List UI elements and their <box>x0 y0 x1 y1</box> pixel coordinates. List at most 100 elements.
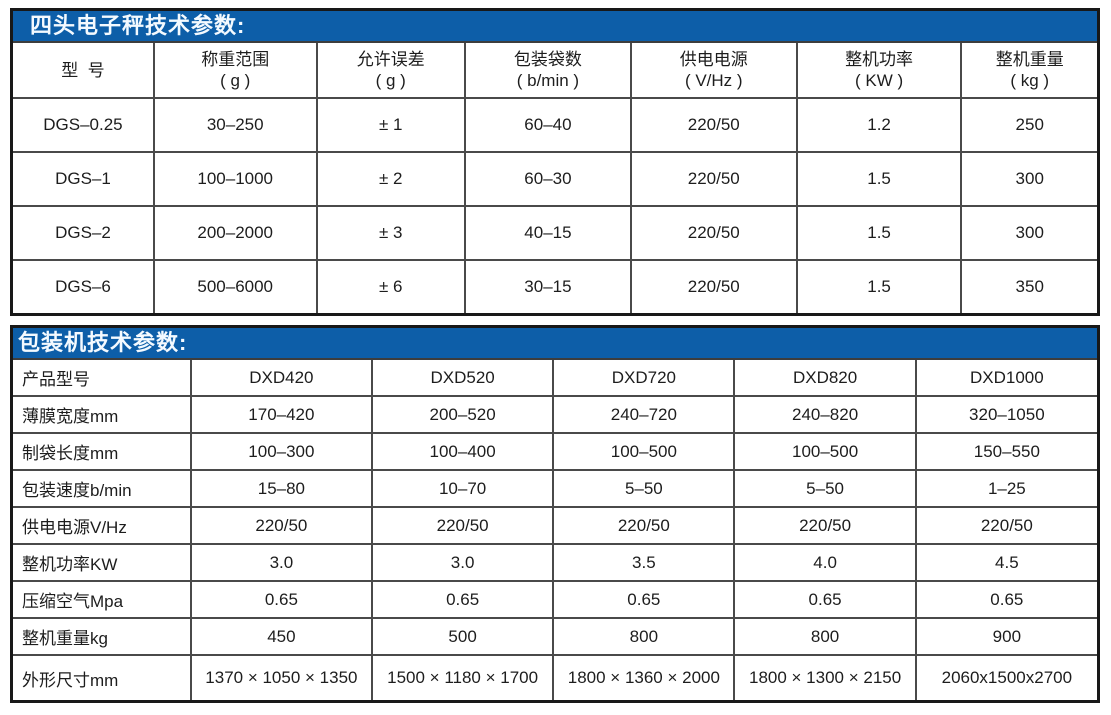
scale-spec-panel: 四头电子秤技术参数: 型 号 称重范围 ( g ) 允许误差 ( g ) 包装袋数 ( b/… <box>10 8 1100 316</box>
row-label-cell: 包装速度b/min <box>12 469 192 508</box>
column-header: 整机功率 ( KW ) <box>795 42 963 99</box>
value-cell: 0.65 <box>370 580 555 619</box>
value-cell: 220/50 <box>370 506 555 545</box>
value-cell: 100–1000 <box>152 151 318 207</box>
value-cell: DXD420 <box>189 359 374 397</box>
column-header-unit: ( V/Hz ) <box>684 71 743 90</box>
value-cell: 1500 × 1180 × 1700 <box>370 654 555 701</box>
column-header: 允许误差 ( g ) <box>315 42 466 99</box>
packer-spec-table: 产品型号 DXD420 DXD520 DXD720 DXD820 DXD1000 薄膜宽度m… <box>12 359 1099 701</box>
table-row: 薄膜宽度mm 170–420 200–520 240–720 240–820 320–10… <box>12 395 1099 434</box>
value-cell: 2060x1500x2700 <box>914 654 1099 701</box>
value-cell: 3.0 <box>189 543 374 582</box>
value-cell: 900 <box>914 617 1099 656</box>
value-cell: 100–500 <box>733 432 917 471</box>
value-cell: 100–300 <box>189 432 374 471</box>
value-cell: 220/50 <box>629 97 798 153</box>
value-cell: 1370 × 1050 × 1350 <box>189 654 374 701</box>
value-cell: 240–720 <box>552 395 736 434</box>
value-cell: 4.5 <box>914 543 1099 582</box>
column-header-name: 包装袋数 <box>513 50 582 69</box>
value-cell: 1800 × 1300 × 2150 <box>733 654 917 701</box>
row-label-cell: 产品型号 <box>12 359 192 397</box>
row-label-cell: 外形尺寸mm <box>12 654 192 701</box>
table-row: 制袋长度mm 100–300 100–400 100–500 100–500 150–55… <box>12 432 1099 471</box>
row-label-cell: 薄膜宽度mm <box>12 395 192 434</box>
table-row: DGS–2 200–2000 ± 3 40–15 220/50 1.5 300 <box>12 205 1098 261</box>
table-row: DGS–0.25 30–250 ± 1 60–40 220/50 1.2 250 <box>12 97 1098 153</box>
column-header: 供电电源 ( V/Hz ) <box>629 42 798 99</box>
value-cell: 250 <box>960 97 1098 153</box>
value-cell: DXD520 <box>370 359 555 397</box>
packer-table-body: 产品型号 DXD420 DXD520 DXD720 DXD820 DXD1000 薄膜宽度m… <box>12 359 1099 701</box>
value-cell: 3.0 <box>370 543 555 582</box>
value-cell: 30–15 <box>464 259 632 314</box>
table-row: DGS–6 500–6000 ± 6 30–15 220/50 1.5 350 <box>12 259 1098 314</box>
value-cell: 450 <box>189 617 374 656</box>
value-cell: 1.2 <box>795 97 963 153</box>
packer-spec-panel: 包装机技术参数: 产品型号 DXD420 DXD520 DXD720 DXD820 DXD… <box>10 325 1100 703</box>
value-cell: 0.65 <box>914 580 1099 619</box>
value-cell: 100–400 <box>370 432 555 471</box>
column-header-name: 整机重量 <box>995 50 1064 69</box>
value-cell: 150–550 <box>914 432 1099 471</box>
value-cell: 240–820 <box>733 395 917 434</box>
value-cell: 220/50 <box>552 506 736 545</box>
row-label-cell: 整机重量kg <box>12 617 192 656</box>
column-header-unit: ( g ) <box>375 71 406 90</box>
scale-table-body: DGS–0.25 30–250 ± 1 60–40 220/50 1.2 250 DGS–1 1… <box>12 97 1098 314</box>
value-cell: 500–6000 <box>152 259 318 314</box>
value-cell: 200–520 <box>370 395 555 434</box>
value-cell: DXD720 <box>552 359 736 397</box>
value-cell: 5–50 <box>552 469 736 508</box>
value-cell: 220/50 <box>629 151 798 207</box>
value-cell: 320–1050 <box>914 395 1099 434</box>
column-header: 整机重量 ( kg ) <box>960 42 1098 99</box>
column-header-name: 称重范围 <box>201 50 270 69</box>
value-cell: 220/50 <box>629 205 798 261</box>
column-header-name: 整机功率 <box>845 50 914 69</box>
value-cell: 3.5 <box>552 543 736 582</box>
value-cell: 5–50 <box>733 469 917 508</box>
value-cell: 30–250 <box>152 97 318 153</box>
value-cell: 300 <box>960 151 1098 207</box>
value-cell: 300 <box>960 205 1098 261</box>
value-cell: 170–420 <box>189 395 374 434</box>
value-cell: 800 <box>733 617 917 656</box>
value-cell: 800 <box>552 617 736 656</box>
row-label-cell: DGS–1 <box>12 151 155 207</box>
value-cell: 220/50 <box>189 506 374 545</box>
value-cell: 1800 × 1360 × 2000 <box>552 654 736 701</box>
table-row: 产品型号 DXD420 DXD520 DXD720 DXD820 DXD1000 <box>12 359 1099 397</box>
value-cell: 1–25 <box>914 469 1099 508</box>
value-cell: 0.65 <box>733 580 917 619</box>
column-header-name: 允许误差 <box>356 50 425 69</box>
column-header: 型 号 <box>12 42 155 99</box>
value-cell: 220/50 <box>914 506 1099 545</box>
column-header: 包装袋数 ( b/min ) <box>464 42 632 99</box>
column-header-name: 型 号 <box>61 60 105 80</box>
value-cell: 220/50 <box>629 259 798 314</box>
value-cell: 1.5 <box>795 205 963 261</box>
column-header-unit: ( b/min ) <box>516 71 580 90</box>
column-header-unit: ( KW ) <box>854 71 904 90</box>
value-cell: DXD820 <box>733 359 917 397</box>
table-row: 包装速度b/min 15–80 10–70 5–50 5–50 1–25 <box>12 469 1099 508</box>
column-header-unit: ( g ) <box>220 71 251 90</box>
column-header: 称重范围 ( g ) <box>152 42 318 99</box>
value-cell: 1.5 <box>795 151 963 207</box>
table-row: 压缩空气Mpa 0.65 0.65 0.65 0.65 0.65 <box>12 580 1099 619</box>
value-cell: 10–70 <box>370 469 555 508</box>
value-cell: 0.65 <box>552 580 736 619</box>
column-header-unit: ( kg ) <box>1010 71 1050 90</box>
scale-table-header-row: 型 号 称重范围 ( g ) 允许误差 ( g ) 包装袋数 ( b/min ) 供电电源 ( … <box>12 42 1098 99</box>
value-cell: 60–40 <box>464 97 632 153</box>
row-label-cell: 制袋长度mm <box>12 432 192 471</box>
value-cell: 4.0 <box>733 543 917 582</box>
value-cell: 200–2000 <box>152 205 318 261</box>
row-label-cell: 供电电源V/Hz <box>12 506 192 545</box>
scale-table-title: 四头电子秤技术参数: <box>13 11 1097 43</box>
value-cell: 40–15 <box>464 205 632 261</box>
value-cell: 0.65 <box>189 580 374 619</box>
